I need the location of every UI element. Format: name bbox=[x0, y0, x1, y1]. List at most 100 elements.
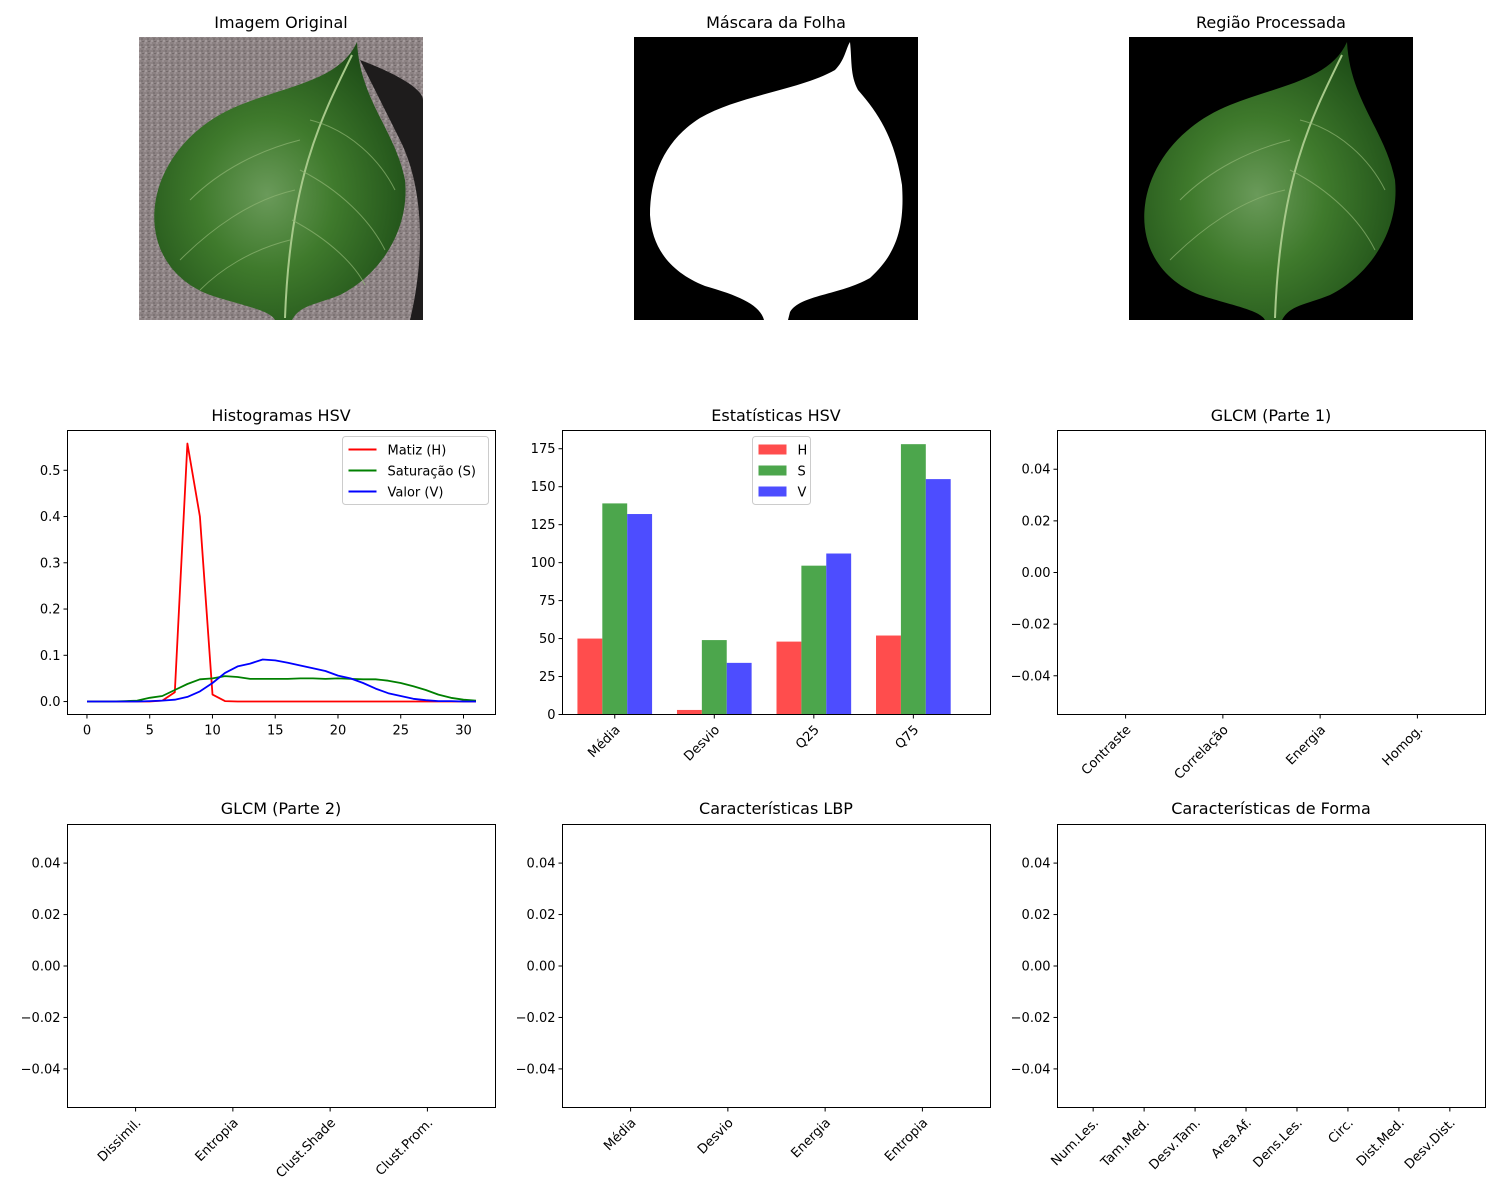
y-tick-label: −0.04 bbox=[516, 1062, 556, 1077]
y-tick-label: 0.02 bbox=[32, 908, 61, 923]
x-tick-label: Tam.Med. bbox=[1098, 1116, 1153, 1171]
processed-leaf bbox=[1144, 42, 1396, 320]
y-tick-label: 25 bbox=[539, 670, 556, 685]
x-tick-label: Circ. bbox=[1326, 1116, 1357, 1147]
x-tick-label: 30 bbox=[455, 724, 472, 739]
y-tick-label: 0.2 bbox=[40, 603, 61, 618]
x-tick-label: Dissimil. bbox=[95, 1116, 144, 1165]
y-tick-label: 0 bbox=[547, 708, 555, 723]
bar bbox=[925, 479, 951, 715]
y-tick-label: 150 bbox=[531, 480, 556, 495]
x-tick-label: 10 bbox=[204, 724, 221, 739]
chart-panel-glcm2: GLCM (Parte 2) Dissimil. Entropia Clust.Sh… bbox=[21, 799, 496, 1181]
bar bbox=[900, 444, 926, 715]
y-tick-label: 0.00 bbox=[1022, 960, 1051, 975]
x-tick-label: Média bbox=[585, 723, 623, 761]
axes-frame bbox=[1057, 824, 1486, 1108]
y-tick-label: 0.00 bbox=[1022, 566, 1051, 581]
chart-panel-lbp: Características LBP Média Desvio Energia En… bbox=[516, 799, 991, 1165]
bar bbox=[776, 641, 802, 715]
image-panel-processed: Região Processada bbox=[1129, 13, 1413, 320]
bar bbox=[627, 514, 653, 715]
image-panel-mask: Máscara da Folha bbox=[634, 13, 918, 320]
chart-title: GLCM (Parte 1) bbox=[1211, 406, 1332, 425]
mask-leaf bbox=[650, 42, 903, 320]
bar bbox=[602, 503, 628, 715]
legend-label: Valor (V) bbox=[388, 486, 444, 501]
x-tick-label: Q75 bbox=[893, 723, 923, 753]
legend-swatch bbox=[758, 465, 787, 476]
x-tick-label: Desvio bbox=[681, 723, 723, 765]
leaf-shadow bbox=[360, 60, 423, 320]
x-tick-label: Area.Af. bbox=[1209, 1116, 1255, 1162]
series-line bbox=[87, 658, 476, 703]
bar bbox=[676, 709, 702, 715]
image-title-processed: Região Processada bbox=[1196, 13, 1346, 32]
leaf-midrib bbox=[284, 54, 353, 319]
x-tick-label: Média bbox=[601, 1116, 639, 1154]
legend-label: Saturação (S) bbox=[388, 465, 476, 480]
x-tick-label: Homog. bbox=[1380, 723, 1426, 769]
y-tick-label: 0.0 bbox=[40, 695, 61, 710]
x-tick-label: Q25 bbox=[793, 723, 823, 753]
axes-frame bbox=[67, 824, 496, 1108]
legend-label: V bbox=[798, 486, 807, 501]
chart-title: Características LBP bbox=[699, 799, 853, 818]
leaf-shape bbox=[154, 42, 406, 320]
y-tick-label: 0.04 bbox=[527, 857, 556, 872]
x-tick-label: Dens.Les. bbox=[1251, 1116, 1306, 1171]
x-tick-label: 0 bbox=[83, 724, 91, 739]
legend: Matiz (H) Saturação (S) Valor (V) bbox=[342, 436, 489, 505]
x-tick-label: 15 bbox=[267, 724, 284, 739]
y-tick-label: 100 bbox=[531, 556, 556, 571]
y-tick-label: 0.1 bbox=[40, 649, 61, 664]
y-tick-label: −0.02 bbox=[21, 1011, 61, 1026]
x-tick-label: Desvio bbox=[695, 1116, 737, 1158]
x-tick-label: Entropia bbox=[882, 1116, 931, 1165]
y-tick-label: 50 bbox=[539, 632, 556, 647]
y-tick-label: 0.00 bbox=[32, 960, 61, 975]
y-tick-label: 0.04 bbox=[32, 857, 61, 872]
y-tick-label: 175 bbox=[531, 442, 556, 457]
y-tick-label: −0.04 bbox=[1011, 669, 1051, 684]
bar bbox=[701, 640, 727, 715]
x-tick-label: Dist.Med. bbox=[1354, 1116, 1408, 1170]
chart-title: Histogramas HSV bbox=[211, 406, 350, 425]
y-tick-label: −0.02 bbox=[516, 1011, 556, 1026]
x-tick-label: 25 bbox=[392, 724, 409, 739]
legend-swatch bbox=[758, 486, 787, 497]
axes-frame bbox=[67, 430, 496, 715]
x-tick-label: Num.Les. bbox=[1048, 1116, 1102, 1170]
y-tick-label: 0.4 bbox=[40, 510, 61, 525]
y-tick-label: 0.04 bbox=[1022, 463, 1051, 478]
y-tick-label: 75 bbox=[539, 594, 556, 609]
axes-frame bbox=[562, 430, 991, 715]
y-tick-label: −0.04 bbox=[1011, 1062, 1051, 1077]
image-title-mask: Máscara da Folha bbox=[706, 13, 846, 32]
x-tick-label: Energia bbox=[788, 1116, 834, 1162]
x-tick-label: Desv.Dist. bbox=[1402, 1116, 1459, 1173]
chart-title: Características de Forma bbox=[1171, 799, 1371, 818]
y-tick-label: 0.02 bbox=[1022, 908, 1051, 923]
y-tick-label: 125 bbox=[531, 518, 556, 533]
image-title-original: Imagem Original bbox=[214, 13, 347, 32]
legend-box bbox=[342, 436, 489, 505]
bar bbox=[876, 635, 901, 715]
y-tick-label: 0.5 bbox=[40, 464, 61, 479]
bar bbox=[577, 638, 603, 715]
y-tick-label: −0.02 bbox=[1011, 618, 1051, 633]
y-tick-label: −0.02 bbox=[1011, 1011, 1051, 1026]
legend-label: Matiz (H) bbox=[388, 444, 447, 459]
series-line bbox=[87, 675, 477, 703]
chart-panel-histogramas: Histogramas HSV 0 5 10 15 20 25 30 0.0 0.1 0.2 0.3… bbox=[40, 406, 496, 739]
x-tick-label: Contraste bbox=[1079, 723, 1135, 779]
y-tick-label: 0.02 bbox=[1022, 514, 1051, 529]
axes-frame bbox=[562, 824, 991, 1108]
bar bbox=[726, 662, 752, 715]
bar bbox=[826, 553, 852, 715]
y-tick-label: 0.04 bbox=[1022, 857, 1051, 872]
y-tick-label: 0.02 bbox=[527, 908, 556, 923]
chart-panel-forma: Características de Forma Num.Les.Tam.Med… bbox=[1011, 799, 1486, 1173]
chart-title: Estatísticas HSV bbox=[711, 406, 841, 425]
